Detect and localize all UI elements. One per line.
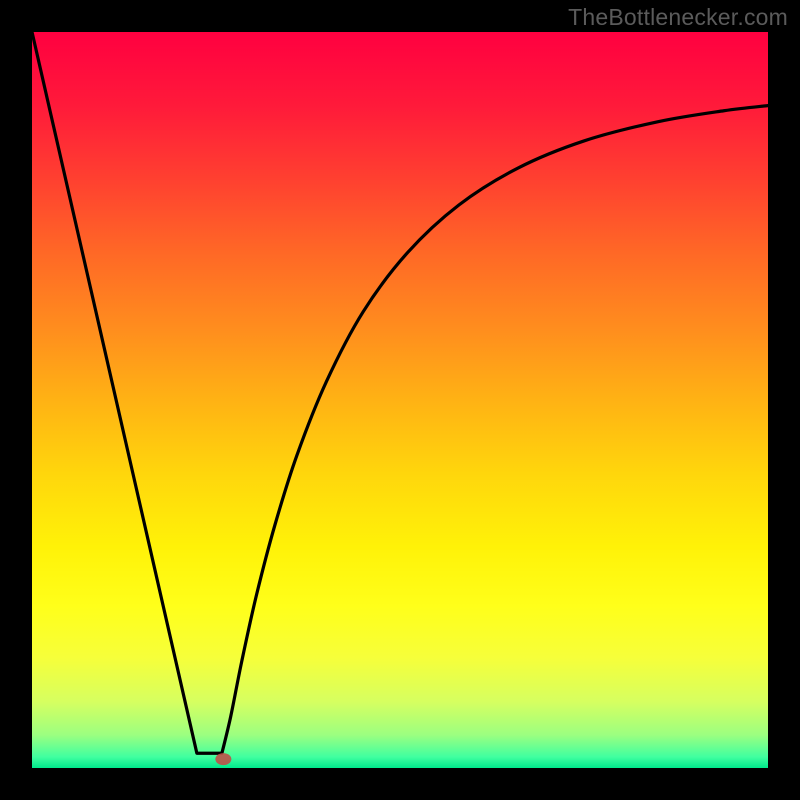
curve-path <box>32 32 768 753</box>
plot-area <box>32 32 768 768</box>
optimum-marker <box>215 753 231 765</box>
chart-frame: TheBottlenecker.com <box>0 0 800 800</box>
watermark-text: TheBottlenecker.com <box>568 4 788 31</box>
bottleneck-curve <box>32 32 768 768</box>
